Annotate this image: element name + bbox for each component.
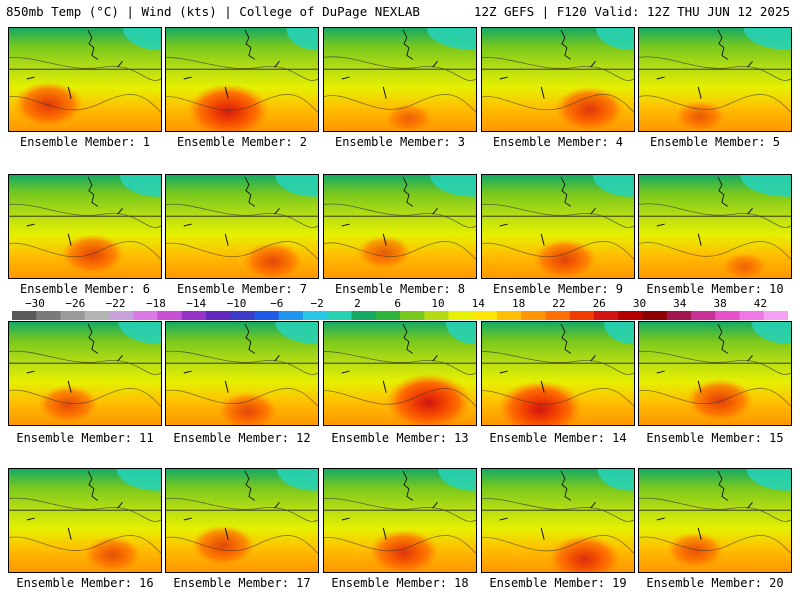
ensemble-map-15 — [638, 321, 792, 426]
colorbar-swatch — [448, 311, 474, 320]
colorbar-swatch — [109, 311, 134, 320]
ensemble-member-label-16: Ensemble Member: 16 — [16, 576, 154, 590]
colorbar-swatch — [84, 311, 110, 320]
colorbar-tick-label: −18 — [145, 297, 166, 310]
colorbar-swatch — [424, 311, 449, 320]
colorbar-tick-label: −2 — [310, 297, 324, 310]
ensemble-map-4 — [481, 27, 635, 132]
colorbar-swatch — [36, 311, 61, 320]
colorbar-tick-label: 30 — [632, 297, 647, 310]
ensemble-map-7 — [165, 174, 319, 279]
ensemble-map-17 — [165, 468, 319, 573]
ensemble-map-13 — [323, 321, 477, 426]
map-title-left: 850mb Temp (°C) | Wind (kts) | College o… — [6, 4, 420, 19]
colorbar-swatch — [254, 311, 280, 320]
ensemble-member-label-15: Ensemble Member: 15 — [646, 431, 784, 445]
colorbar-tick-label: 6 — [394, 297, 401, 310]
ensemble-member-label-7: Ensemble Member: 7 — [176, 282, 308, 296]
ensemble-member-label-12: Ensemble Member: 12 — [173, 431, 311, 445]
ensemble-member-label-20: Ensemble Member: 20 — [646, 576, 784, 590]
ensemble-map-5 — [638, 27, 792, 132]
ensemble-map-16 — [8, 468, 162, 573]
colorbar-swatch — [497, 311, 522, 320]
colorbar-tick-label: 18 — [511, 297, 526, 310]
ensemble-member-label-14: Ensemble Member: 14 — [489, 431, 627, 445]
ensemble-member-label-8: Ensemble Member: 8 — [334, 282, 466, 296]
colorbar-swatch — [133, 311, 158, 320]
ensemble-map-9 — [481, 174, 635, 279]
colorbar-swatch — [739, 311, 765, 320]
ensemble-member-label-2: Ensemble Member: 2 — [176, 135, 308, 149]
colorbar-tick-label: −6 — [270, 297, 284, 310]
colorbar-tick-label: 14 — [471, 297, 485, 310]
colorbar-swatch — [278, 311, 304, 320]
colorbar-swatch — [521, 311, 546, 320]
ensemble-member-label-9: Ensemble Member: 9 — [492, 282, 624, 296]
ensemble-member-label-18: Ensemble Member: 18 — [331, 576, 469, 590]
ensemble-map-19 — [481, 468, 635, 573]
ensemble-member-label-4: Ensemble Member: 4 — [492, 135, 624, 149]
colorbar-swatch — [157, 311, 183, 320]
ensemble-member-label-19: Ensemble Member: 19 — [489, 576, 627, 590]
ensemble-member-label-5: Ensemble Member: 5 — [649, 135, 781, 149]
colorbar-swatch — [351, 311, 377, 320]
ensemble-member-label-3: Ensemble Member: 3 — [334, 135, 466, 149]
ensemble-member-label-11: Ensemble Member: 11 — [16, 431, 154, 445]
ensemble-map-8 — [323, 174, 477, 279]
colorbar-swatch — [327, 311, 352, 320]
colorbar-tick-label: 22 — [552, 297, 566, 310]
colorbar-swatch — [12, 311, 37, 320]
colorbar-tick-label: 26 — [592, 297, 606, 310]
colorbar-swatch — [181, 311, 207, 320]
colorbar-tick-label: −14 — [186, 297, 207, 310]
ensemble-member-label-17: Ensemble Member: 17 — [173, 576, 311, 590]
ensemble-member-label-10: Ensemble Member: 10 — [646, 282, 784, 296]
ensemble-member-label-13: Ensemble Member: 13 — [331, 431, 469, 445]
colorbar-swatch — [666, 311, 692, 320]
ensemble-map-6 — [8, 174, 162, 279]
ensemble-map-11 — [8, 321, 162, 426]
colorbar-swatch — [206, 311, 231, 320]
colorbar-tick-label: −26 — [65, 297, 86, 310]
colorbar-tick-label: 42 — [753, 297, 768, 310]
colorbar-tick-label: 34 — [673, 297, 687, 310]
colorbar-swatch — [618, 311, 643, 320]
ensemble-map-18 — [323, 468, 477, 573]
ensemble-member-label-6: Ensemble Member: 6 — [19, 282, 151, 296]
map-title-right: 12Z GEFS | F120 Valid: 12Z THU JUN 12 20… — [473, 4, 790, 19]
colorbar-swatch — [763, 311, 788, 320]
ensemble-map-1 — [8, 27, 162, 132]
colorbar-swatch — [594, 311, 619, 320]
ensemble-map-10 — [638, 174, 792, 279]
ensemble-map-12 — [165, 321, 319, 426]
ensemble-map-20 — [638, 468, 792, 573]
ensemble-map-14 — [481, 321, 635, 426]
colorbar-swatch — [715, 311, 740, 320]
colorbar-swatch — [303, 311, 328, 320]
colorbar-swatch — [230, 311, 255, 320]
colorbar-swatch — [400, 311, 425, 320]
ensemble-member-label-1: Ensemble Member: 1 — [19, 135, 151, 149]
colorbar-swatch — [569, 311, 595, 320]
colorbar-swatch — [691, 311, 716, 320]
colorbar-tick-label: −10 — [226, 297, 247, 310]
colorbar-swatch — [375, 311, 401, 320]
colorbar-tick-label: −30 — [25, 297, 45, 310]
colorbar-swatch — [642, 311, 668, 320]
colorbar-tick-label: 10 — [431, 297, 445, 310]
ensemble-map-3 — [323, 27, 477, 132]
colorbar-swatch — [472, 311, 498, 320]
colorbar-tick-label: 2 — [354, 297, 361, 310]
colorbar-tick-label: −22 — [105, 297, 126, 310]
colorbar-swatch — [545, 311, 571, 320]
colorbar — [12, 311, 788, 320]
colorbar-tick-label: 38 — [713, 297, 727, 310]
ensemble-map-2 — [165, 27, 319, 132]
colorbar-swatch — [60, 311, 86, 320]
